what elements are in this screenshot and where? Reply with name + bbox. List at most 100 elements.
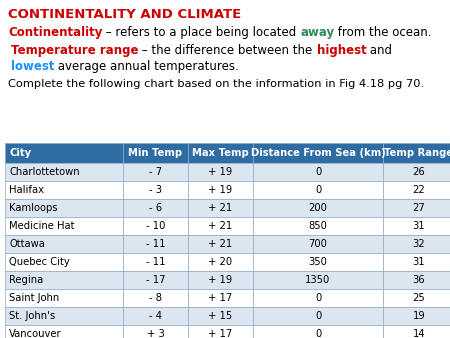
Bar [188,163,253,181]
Text: Quebec City: Quebec City [9,257,70,267]
Text: + 17: + 17 [208,293,233,303]
Bar [123,199,188,217]
Text: Temp Range: Temp Range [384,148,450,158]
Bar [123,181,188,199]
Bar [253,271,383,289]
Bar [253,307,383,325]
Text: 1350: 1350 [306,275,331,285]
Text: 0: 0 [315,329,321,338]
Text: 25: 25 [413,293,425,303]
Bar [188,199,253,217]
Text: 31: 31 [413,257,425,267]
Text: 14: 14 [413,329,425,338]
Bar [188,235,253,253]
Text: + 21: + 21 [208,221,233,231]
Bar [188,271,253,289]
Text: + 20: + 20 [208,257,233,267]
Bar [383,217,450,235]
Bar [5,199,123,217]
Text: - 3: - 3 [149,185,162,195]
Bar [253,163,383,181]
Bar [253,181,383,199]
Bar [383,307,450,325]
Text: + 21: + 21 [208,203,233,213]
Bar [123,271,188,289]
Text: 19: 19 [413,311,425,321]
Text: - 7: - 7 [149,167,162,177]
Text: highest: highest [316,44,366,57]
Text: 32: 32 [413,239,425,249]
Text: + 19: + 19 [208,167,233,177]
Bar [383,271,450,289]
Bar [383,199,450,217]
Text: + 21: + 21 [208,239,233,249]
Text: Saint John: Saint John [9,293,59,303]
Bar [188,217,253,235]
Text: + 3: + 3 [147,329,164,338]
Text: Regina: Regina [9,275,43,285]
Bar [383,325,450,338]
Text: Ottawa: Ottawa [9,239,45,249]
Bar [123,307,188,325]
Text: Temperature range: Temperature range [11,44,139,57]
Bar [383,163,450,181]
Text: 0: 0 [315,293,321,303]
Text: 350: 350 [309,257,328,267]
Text: lowest: lowest [11,60,54,73]
Bar [253,143,383,163]
Text: 0: 0 [315,311,321,321]
Bar [383,235,450,253]
Text: 0: 0 [315,167,321,177]
Bar [123,235,188,253]
Text: CONTINENTALITY AND CLIMATE: CONTINENTALITY AND CLIMATE [8,8,241,21]
Text: + 15: + 15 [208,311,233,321]
Text: - 4: - 4 [149,311,162,321]
Text: - 17: - 17 [146,275,165,285]
Text: Complete the following chart based on the information in Fig 4.18 pg 70.: Complete the following chart based on th… [8,79,424,89]
Bar [383,143,450,163]
Bar [123,289,188,307]
Text: 26: 26 [413,167,425,177]
Bar [253,199,383,217]
Text: and: and [366,44,392,57]
Text: 31: 31 [413,221,425,231]
Text: - 11: - 11 [146,257,165,267]
Bar [5,271,123,289]
Bar [5,181,123,199]
Bar [123,143,188,163]
Bar [123,325,188,338]
Text: 27: 27 [413,203,425,213]
Bar [5,253,123,271]
Text: + 17: + 17 [208,329,233,338]
Bar [188,253,253,271]
Text: + 19: + 19 [208,185,233,195]
Text: average annual temperatures.: average annual temperatures. [54,60,239,73]
Bar [188,143,253,163]
Text: 700: 700 [309,239,328,249]
Bar [383,181,450,199]
Text: Max Temp: Max Temp [192,148,249,158]
Bar [5,163,123,181]
Bar [253,217,383,235]
Text: 850: 850 [309,221,328,231]
Text: away: away [301,26,334,39]
Bar [123,253,188,271]
Bar [253,235,383,253]
Text: 22: 22 [413,185,425,195]
Bar [123,217,188,235]
Bar [253,289,383,307]
Bar [5,143,123,163]
Bar [253,325,383,338]
Text: Medicine Hat: Medicine Hat [9,221,75,231]
Bar [188,325,253,338]
Text: - 6: - 6 [149,203,162,213]
Bar [253,253,383,271]
Text: from the ocean.: from the ocean. [334,26,432,39]
Text: - 8: - 8 [149,293,162,303]
Text: City: City [9,148,31,158]
Bar [5,289,123,307]
Bar [5,217,123,235]
Bar [188,181,253,199]
Text: - 10: - 10 [146,221,165,231]
Text: - 11: - 11 [146,239,165,249]
